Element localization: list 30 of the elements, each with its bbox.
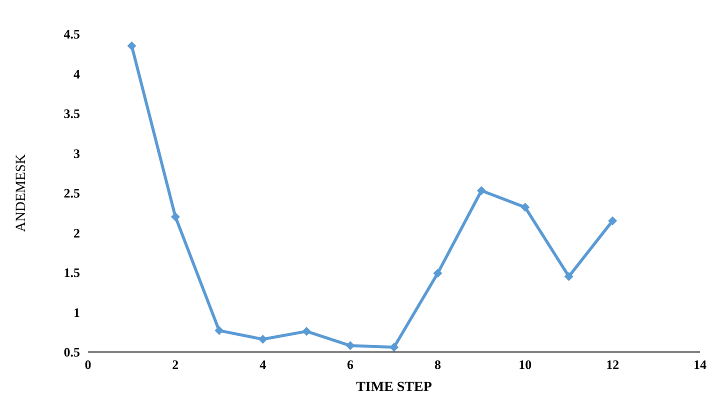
y-tick-label: 4.5 xyxy=(64,26,80,42)
x-tick-label: 2 xyxy=(172,357,179,372)
point xyxy=(608,216,618,226)
x-axis-title: TIME STEP xyxy=(356,380,432,395)
x-tick-label: 4 xyxy=(260,357,267,372)
y-tick-label: 3.5 xyxy=(64,106,80,122)
y-tick-label: 0.5 xyxy=(64,344,80,360)
point xyxy=(127,41,136,50)
point xyxy=(302,326,312,336)
y-tick-label: 3 xyxy=(74,146,80,161)
x-tick-label: 6 xyxy=(347,357,354,372)
y-tick-label: 1.5 xyxy=(64,265,80,280)
x-tick-label: 10 xyxy=(518,357,532,372)
y-axis-title: ANDEMESK xyxy=(14,154,29,232)
y-tick-label: 2.5 xyxy=(64,186,80,201)
point xyxy=(170,212,180,222)
x-tick-label: 12 xyxy=(606,357,620,372)
x-tick-label: 14 xyxy=(694,357,707,372)
point xyxy=(476,186,486,196)
point xyxy=(258,334,268,344)
point xyxy=(564,272,574,281)
y-tick-label: 2 xyxy=(74,225,80,240)
x-tick-label: 0 xyxy=(84,357,92,372)
point xyxy=(520,202,530,212)
y-tick-label: 1 xyxy=(74,304,80,320)
y-tick-label: 4 xyxy=(74,66,80,82)
x-tick-label: 8 xyxy=(434,357,442,372)
point xyxy=(433,268,442,278)
point xyxy=(390,342,398,352)
point xyxy=(214,326,224,336)
